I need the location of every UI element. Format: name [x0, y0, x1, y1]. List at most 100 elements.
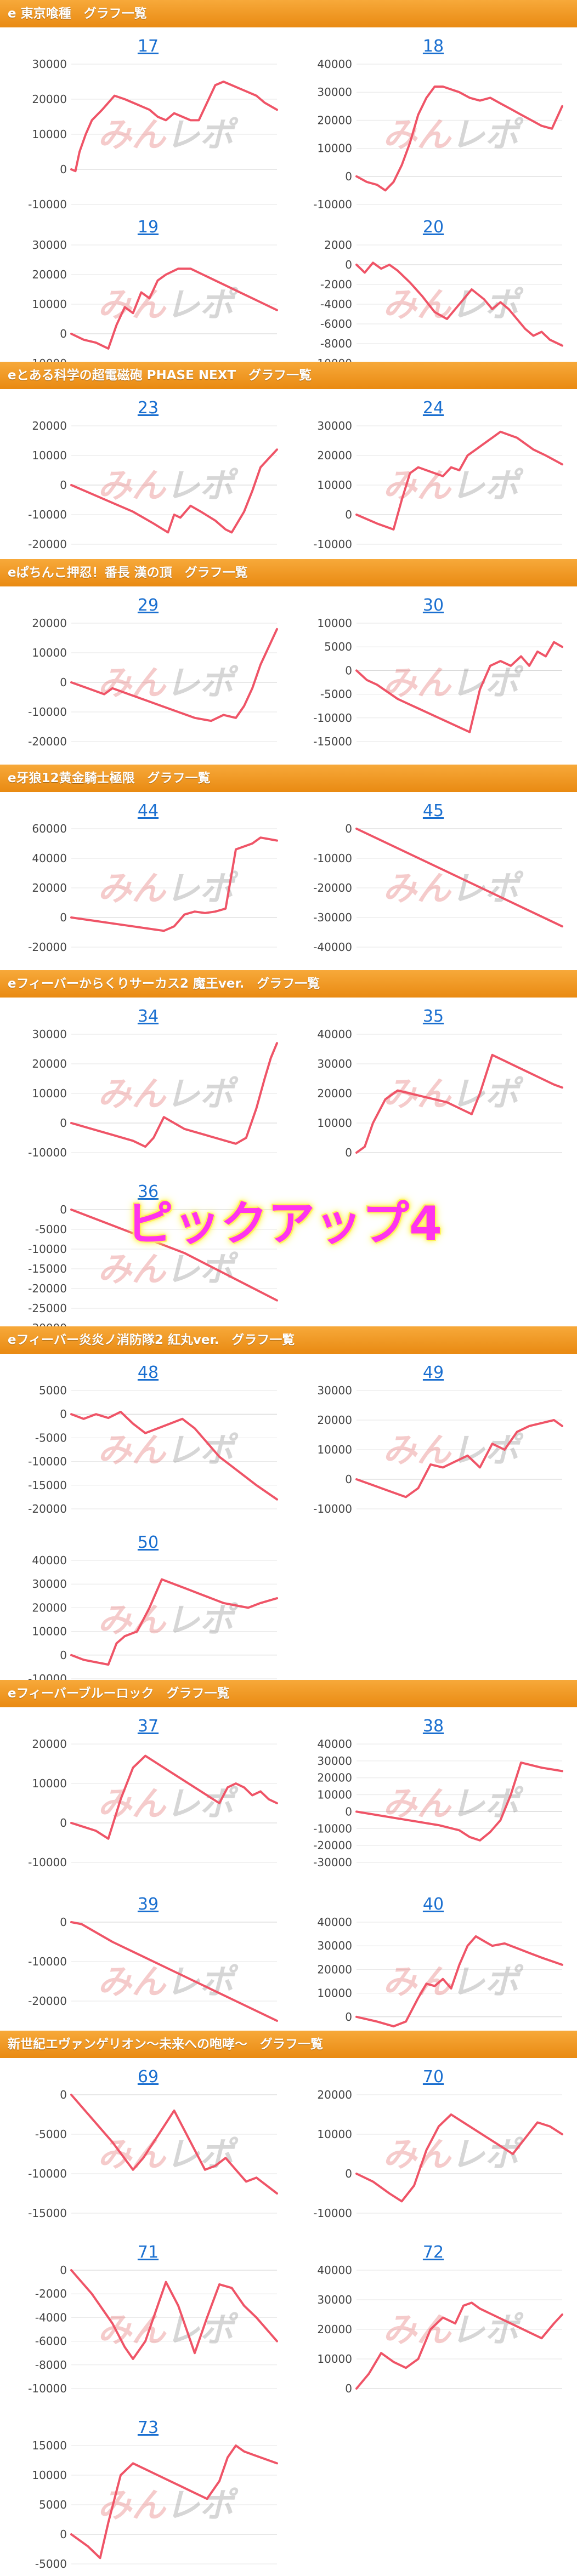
y-tick-label: -20000 — [28, 1502, 67, 1515]
y-tick-label: 5000 — [324, 640, 352, 653]
y-tick-label: -2000 — [35, 2287, 67, 2300]
y-tick-label: 10000 — [32, 646, 67, 659]
y-tick-label: -15000 — [313, 735, 352, 748]
y-tick-label: -8000 — [320, 337, 352, 350]
y-tick-label: 10000 — [32, 128, 67, 141]
chart-link-48[interactable]: 48 — [137, 1363, 159, 1382]
watermark: みんレポ — [98, 1600, 239, 1640]
series-line — [70, 1754, 278, 1840]
chart-link-73[interactable]: 73 — [137, 2418, 159, 2437]
y-tick-label: -10000 — [28, 1146, 67, 1159]
y-tick-label: -4000 — [35, 2311, 67, 2324]
y-tick-label: -8000 — [35, 2358, 67, 2372]
chart-link-38[interactable]: 38 — [422, 1717, 444, 1736]
y-tick-label: -10000 — [313, 711, 352, 725]
chart-link-30[interactable]: 30 — [422, 596, 444, 615]
y-tick-label: 10000 — [317, 2352, 352, 2366]
series-line — [355, 828, 563, 928]
chart-link-17[interactable]: 17 — [137, 37, 159, 56]
series-line — [70, 2269, 278, 2360]
y-tick-label: -10000 — [28, 1856, 67, 1869]
chart-link-37[interactable]: 37 — [137, 1717, 159, 1736]
chart-link-49[interactable]: 49 — [422, 1363, 444, 1382]
watermark: みんレポ — [383, 663, 524, 703]
chart-link-69[interactable]: 69 — [137, 2067, 159, 2087]
watermark: みんレポ — [98, 2485, 239, 2525]
series-line — [70, 1921, 278, 2022]
y-tick-label: 30000 — [32, 1028, 67, 1041]
y-tick-label: -5000 — [35, 1431, 67, 1444]
y-tick-label: 0 — [345, 508, 352, 521]
y-tick-label: 10000 — [32, 1777, 67, 1790]
chart-link-39[interactable]: 39 — [137, 1895, 159, 1914]
watermark: みんレポ — [383, 1430, 524, 1470]
chart-link-72[interactable]: 72 — [422, 2243, 444, 2262]
y-tick-label: -20000 — [313, 1839, 352, 1852]
y-tick-label: 10000 — [32, 298, 67, 311]
watermark: みんレポ — [98, 1962, 239, 2002]
y-tick-label: -6000 — [320, 317, 352, 330]
chart-link-34[interactable]: 34 — [137, 1007, 159, 1026]
y-tick-label: -10000 — [28, 705, 67, 719]
y-tick-label: 20000 — [32, 93, 67, 106]
watermark: みんレポ — [98, 115, 239, 155]
y-tick-label: -5000 — [35, 2557, 67, 2571]
y-tick-label: -10000 — [28, 1243, 67, 1256]
y-tick-label: 30000 — [317, 2293, 352, 2306]
y-tick-label: 0 — [345, 664, 352, 677]
y-tick-label: -25000 — [28, 1302, 67, 1315]
y-tick-label: 10000 — [317, 1788, 352, 1802]
y-tick-label: 20000 — [32, 1601, 67, 1614]
y-tick-label: 0 — [60, 911, 67, 924]
chart-link-71[interactable]: 71 — [137, 2243, 159, 2262]
series-line — [70, 1578, 278, 1666]
y-tick-label: 10000 — [317, 142, 352, 155]
y-tick-label: 0 — [345, 2167, 352, 2180]
graph-section: eフィーバーブルーロック グラフ一覧 37 20000 10000 0 -10000 みんレ… — [0, 1680, 577, 2047]
y-tick-label: 20000 — [32, 881, 67, 894]
y-tick-label: 0 — [60, 676, 67, 689]
series-line — [355, 1419, 563, 1498]
chart-link-29[interactable]: 29 — [137, 596, 159, 615]
chart-link-20[interactable]: 20 — [422, 218, 444, 237]
y-tick-label: 20000 — [317, 1771, 352, 1785]
chart-link-35[interactable]: 35 — [422, 1007, 444, 1026]
chart-49: 49 30000 20000 10000 0 -10000 みんレポ — [296, 1357, 570, 1521]
y-tick-label: 0 — [60, 1203, 67, 1216]
chart-link-44[interactable]: 44 — [137, 801, 159, 820]
chart-link-18[interactable]: 18 — [422, 37, 444, 56]
chart-svg-72: 40000 30000 20000 10000 0 みんレポ — [317, 2264, 563, 2395]
y-tick-label: 0 — [345, 1146, 352, 1159]
y-tick-label: -30000 — [313, 1856, 352, 1869]
y-tick-label: -10000 — [313, 1822, 352, 1835]
series-line — [355, 1761, 563, 1842]
y-tick-label: 40000 — [317, 1916, 352, 1929]
y-tick-label: 0 — [345, 170, 352, 183]
chart-link-50[interactable]: 50 — [137, 1533, 159, 1552]
y-tick-label: 0 — [60, 2528, 67, 2541]
chart-34: 34 30000 20000 10000 0 -10000 みんレポ — [11, 1000, 285, 1165]
chart-link-36[interactable]: 36 — [137, 1182, 159, 1201]
y-tick-label: -10000 — [313, 2207, 352, 2220]
graph-section: 新世紀エヴァンゲリオン～未来への咆哮～ グラフ一覧 69 0 -5000 -10000 -… — [0, 2031, 577, 2571]
chart-link-45[interactable]: 45 — [422, 801, 444, 820]
series-line — [70, 2094, 278, 2195]
section-header: eフィーバー炎炎ノ消防隊2 紅丸ver. グラフ一覧 — [0, 1326, 577, 1354]
chart-link-40[interactable]: 40 — [422, 1895, 444, 1914]
watermark: みんレポ — [383, 2134, 524, 2174]
watermark: みんレポ — [98, 465, 239, 505]
section-header: eとある科学の超電磁砲 PHASE NEXT グラフ一覧 — [0, 362, 577, 389]
y-tick-label: 20000 — [317, 1963, 352, 1976]
chart-svg-24: 30000 20000 10000 0 -10000 みんレポ — [313, 419, 563, 551]
watermark: みんレポ — [383, 1074, 524, 1114]
series-line — [70, 1042, 278, 1148]
y-tick-label: -10000 — [28, 198, 67, 211]
chart-link-23[interactable]: 23 — [137, 398, 159, 418]
chart-link-70[interactable]: 70 — [422, 2067, 444, 2087]
chart-link-19[interactable]: 19 — [137, 218, 159, 237]
chart-link-24[interactable]: 24 — [422, 398, 444, 418]
chart-svg-71: 0 -2000 -4000 -6000 -8000 -10000 みんレポ — [28, 2264, 278, 2395]
